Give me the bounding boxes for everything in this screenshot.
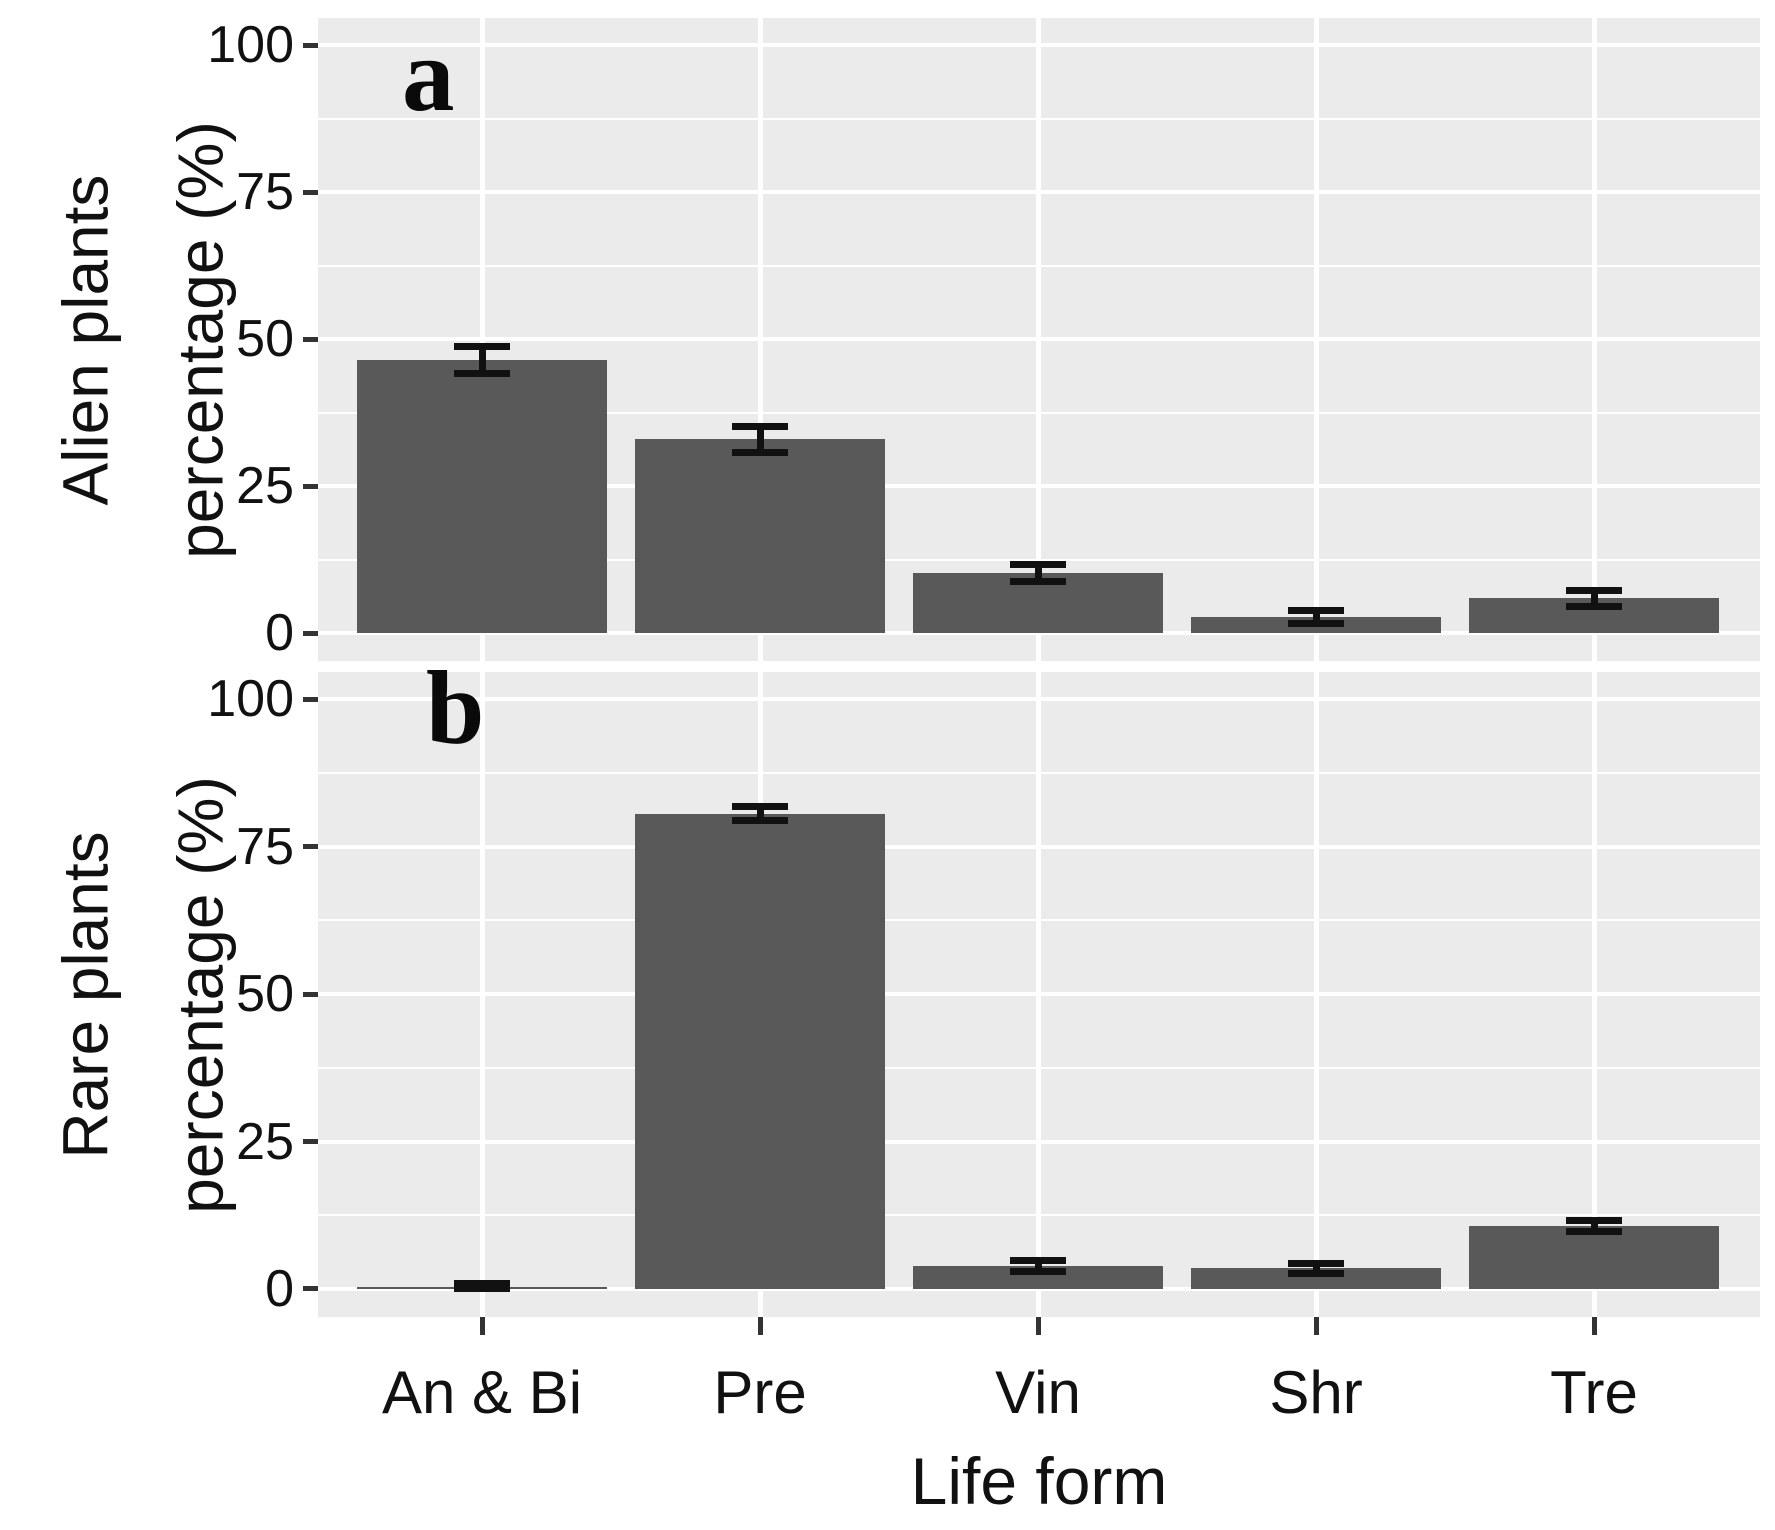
y-axis-title-line1-panel-a: Alien plants: [49, 174, 121, 505]
y-tick-label: 0: [265, 1259, 294, 1318]
error-bar-stem-vin: [1034, 1260, 1042, 1272]
error-bar-cap-top-an-bi: [454, 1280, 510, 1288]
x-category-label-shr: Shr: [1269, 1359, 1363, 1426]
error-bar-cap-top-vin: [1010, 1257, 1066, 1265]
bar-vin-panel-b: [913, 1265, 1163, 1289]
vertical-gridline-shr: [1313, 18, 1319, 661]
error-bar-cap-bottom-pre: [732, 448, 788, 456]
error-bar-stem-shr: [1312, 1263, 1320, 1273]
error-bar-cap-top-shr: [1288, 606, 1344, 614]
x-category-label-tre: Tre: [1550, 1359, 1638, 1426]
error-bar-cap-bottom-shr: [1288, 1269, 1344, 1277]
error-bar-stem-tre: [1590, 1220, 1598, 1232]
error-bar-stem-shr: [1312, 610, 1320, 623]
y-tick-mark: [303, 336, 318, 342]
error-bar-cap-top-pre: [732, 803, 788, 811]
x-tick-mark-shr: [1313, 1317, 1319, 1335]
error-bar-cap-top-tre: [1566, 1217, 1622, 1224]
y-tick-mark: [303, 42, 318, 48]
y-tick-mark: [303, 1286, 318, 1292]
y-tick-label: 50: [236, 310, 294, 369]
error-bar-cap-bottom-tre: [1566, 602, 1622, 610]
x-category-label-an-bi: An & Bi: [381, 1359, 583, 1426]
error-bar-stem-pre: [756, 806, 764, 821]
x-category-label-vin: Vin: [995, 1359, 1081, 1426]
y-tick-label: 100: [207, 16, 294, 75]
x-axis-title: Life form: [910, 1444, 1168, 1518]
error-bar-cap-bottom-tre: [1566, 1227, 1622, 1235]
bar-an-bi-panel-a: [357, 359, 607, 633]
y-tick-label: 100: [207, 670, 294, 729]
vertical-gridline-vin: [1035, 18, 1041, 661]
y-tick-mark: [303, 1139, 318, 1144]
y-tick-mark: [303, 991, 318, 997]
x-tick-mark-pre: [757, 1317, 763, 1335]
plot-panel-a: [318, 18, 1760, 661]
vertical-gridline-vin: [1035, 672, 1041, 1317]
error-bar-cap-top-tre: [1566, 587, 1622, 595]
error-bar-cap-top-pre: [732, 422, 788, 430]
y-axis-title-line2-panel-b: percentage (%): [164, 775, 236, 1214]
bar-shr-panel-b: [1191, 1268, 1441, 1289]
y-tick-mark: [303, 189, 318, 195]
bar-pre-panel-a: [635, 439, 885, 634]
x-tick-mark-tre: [1591, 1317, 1597, 1335]
error-bar-stem-an-bi: [478, 346, 486, 374]
vertical-gridline-tre: [1591, 672, 1597, 1317]
vertical-gridline-an-bi: [479, 18, 485, 661]
y-axis-title-line2-panel-a: percentage (%): [164, 120, 236, 559]
y-tick-label: 25: [236, 457, 294, 516]
error-bar-stem-pre: [756, 426, 764, 452]
plot-panel-b: [318, 672, 1760, 1317]
y-axis-title-line1-panel-b: Rare plants: [49, 830, 121, 1159]
error-bar-cap-top-shr: [1288, 1260, 1344, 1268]
error-bar-cap-bottom-shr: [1288, 619, 1344, 627]
vertical-gridline-pre: [757, 18, 763, 661]
panel-letter-a: a: [402, 16, 455, 133]
y-tick-mark: [303, 483, 318, 489]
x-category-label-pre: Pre: [713, 1359, 807, 1426]
y-tick-mark: [303, 696, 318, 702]
bar-tre-panel-b: [1469, 1225, 1719, 1289]
x-tick-mark-an-bi: [479, 1317, 485, 1335]
error-bar-stem-tre: [1590, 590, 1598, 606]
vertical-gridline-an-bi: [479, 672, 485, 1317]
y-tick-label: 0: [265, 604, 294, 662]
vertical-gridline-tre: [1591, 18, 1597, 661]
y-tick-label: 75: [236, 163, 294, 222]
x-tick-mark-vin: [1035, 1317, 1041, 1335]
vertical-gridline-shr: [1313, 672, 1319, 1317]
error-bar-cap-bottom-pre: [732, 817, 788, 825]
bar-pre-panel-b: [635, 813, 885, 1289]
y-tick-mark: [303, 844, 318, 850]
error-bar-cap-top-an-bi: [454, 342, 510, 350]
y-tick-label: 75: [236, 817, 294, 876]
error-bar-cap-bottom-an-bi: [454, 1285, 510, 1293]
y-tick-label: 25: [236, 1112, 294, 1171]
error-bar-stem-vin: [1034, 564, 1042, 582]
y-tick-mark: [303, 630, 318, 636]
error-bar-cap-bottom-an-bi: [454, 369, 510, 377]
y-tick-label: 50: [236, 965, 294, 1024]
error-bar-cap-bottom-vin: [1010, 578, 1066, 586]
error-bar-cap-bottom-vin: [1010, 1267, 1066, 1275]
panel-letter-b: b: [426, 649, 485, 766]
error-bar-cap-top-vin: [1010, 560, 1066, 568]
